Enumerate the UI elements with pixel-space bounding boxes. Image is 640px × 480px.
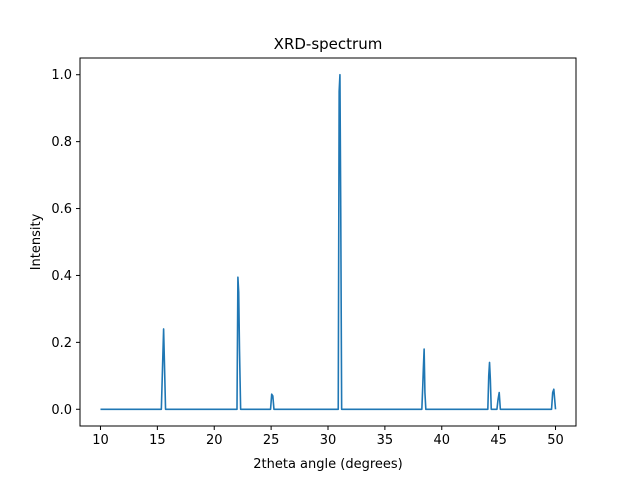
chart-title: XRD-spectrum (274, 35, 383, 53)
series-line-0 (100, 73, 557, 411)
plot-area (100, 73, 557, 411)
y-tick-label: 0.2 (51, 336, 72, 351)
axes-frame (79, 57, 577, 427)
x-tick-label: 30 (320, 433, 337, 448)
y-tick-label: 1.0 (51, 68, 72, 83)
x-tick-label: 15 (149, 433, 166, 448)
y-tick-label: 0.4 (51, 269, 72, 284)
x-tick-label: 45 (490, 433, 507, 448)
y-tick-label: 0.8 (51, 135, 72, 150)
y-axis-label: Intensity (29, 213, 44, 270)
x-tick-label: 35 (377, 433, 394, 448)
y-tick-label: 0.0 (51, 403, 72, 418)
x-tick-label: 50 (547, 433, 564, 448)
x-tick-label: 40 (433, 433, 450, 448)
x-tick-label: 10 (92, 433, 109, 448)
x-axis-label: 2theta angle (degrees) (253, 457, 402, 472)
axis-ticks: 10 15 20 25 30 35 40 45 50 0.0 0.2 0.4 0.6 0.8 1.0 (51, 68, 563, 448)
x-tick-label: 20 (206, 433, 223, 448)
y-tick-label: 0.6 (51, 202, 72, 217)
x-tick-label: 25 (263, 433, 280, 448)
